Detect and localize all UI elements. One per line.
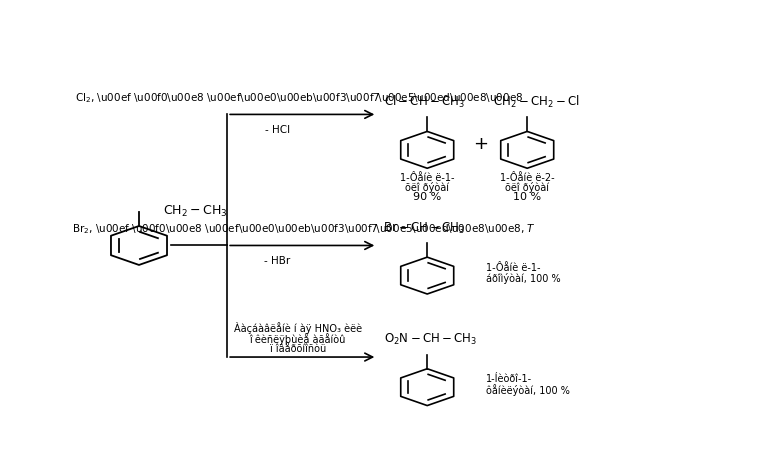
- Text: 90 %: 90 %: [413, 191, 441, 201]
- Text: 1-Ôåíè ë-2-: 1-Ôåíè ë-2-: [500, 173, 555, 183]
- Text: $\mathregular{O_2N-CH-CH_3}$: $\mathregular{O_2N-CH-CH_3}$: [383, 331, 477, 347]
- Text: $\mathregular{Br_2}$, \u00ef \u00f0\u00e8 \u00ef\u00e0\u00eb\u00f3\u00f7\u00e5\u: $\mathregular{Br_2}$, \u00ef \u00f0\u00e…: [72, 222, 536, 236]
- Text: - HBr: - HBr: [264, 256, 291, 266]
- Text: $\mathregular{Br-CH-CH_3}$: $\mathregular{Br-CH-CH_3}$: [383, 220, 465, 235]
- Text: $\mathregular{CH_2-CH_2-Cl}$: $\mathregular{CH_2-CH_2-Cl}$: [493, 94, 579, 110]
- Text: $\mathregular{CH_2-CH_3}$: $\mathregular{CH_2-CH_3}$: [162, 203, 227, 218]
- Text: +: +: [473, 134, 488, 152]
- Text: áðîìýòàí, 100 %: áðîìýòàí, 100 %: [486, 272, 561, 283]
- Text: õëî ðýòàí: õëî ðýòàí: [505, 182, 550, 193]
- Text: î êèñëÿþùèå àãåíòû: î êèñëÿþùèå àãåíòû: [250, 332, 346, 344]
- Text: 10 %: 10 %: [513, 191, 541, 201]
- Text: $\mathregular{Cl_2}$, \u00ef \u00f0\u00e8 \u00ef\u00e0\u00eb\u00f3\u00f7\u00e5\u: $\mathregular{Cl_2}$, \u00ef \u00f0\u00e…: [75, 91, 524, 105]
- Text: - HCl: - HCl: [265, 125, 290, 135]
- Text: Ààçáàâëåíè í àÿ HNO₃ èëè: Ààçáàâëåíè í àÿ HNO₃ èëè: [234, 321, 362, 333]
- Text: ï îâåðõíîñòü: ï îâåðõíîñòü: [269, 343, 326, 353]
- Text: 1-Ôåíè ë-1-: 1-Ôåíè ë-1-: [400, 173, 455, 183]
- Text: 1-Íèòðî-1-: 1-Íèòðî-1-: [486, 374, 532, 383]
- Text: $\mathregular{Cl-CH-CH_3}$: $\mathregular{Cl-CH-CH_3}$: [384, 94, 465, 110]
- Text: ôåíèëýòàí, 100 %: ôåíèëýòàí, 100 %: [486, 383, 570, 395]
- Text: õëî ðýòàí: õëî ðýòàí: [405, 182, 449, 193]
- Text: 1-Ôåíè ë-1-: 1-Ôåíè ë-1-: [486, 262, 540, 272]
